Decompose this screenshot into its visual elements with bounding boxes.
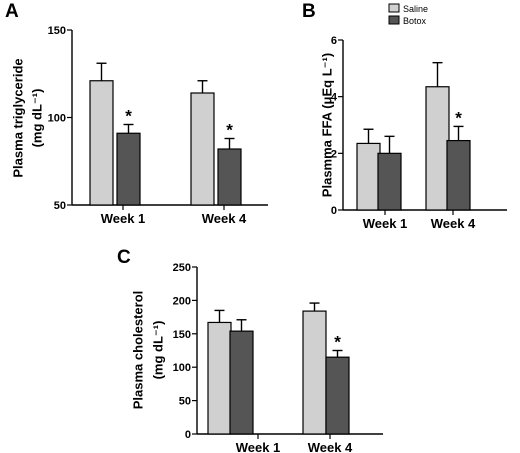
y-tick-label: 200 <box>173 295 191 307</box>
bar-botox-0 <box>377 152 402 211</box>
bar-saline-1 <box>190 92 215 206</box>
panel-letter-B: B <box>302 1 316 22</box>
legend-swatch-botox <box>388 15 400 25</box>
bar-saline-1 <box>425 86 450 211</box>
y-tick-label: 100 <box>173 362 191 374</box>
bar-botox-1 <box>217 148 242 206</box>
y-tick-label: 50 <box>54 200 66 212</box>
bar-botox-0 <box>229 330 254 435</box>
x-tick-label: Week 1 <box>101 211 146 226</box>
x-tick-label: Week 4 <box>431 216 476 231</box>
y-tick-label: 6 <box>331 35 337 47</box>
x-tick-label: Week 1 <box>363 216 408 231</box>
significance-star: * <box>226 121 233 140</box>
y-tick-label: 4 <box>331 92 338 104</box>
legend-label-saline: Saline <box>403 4 428 14</box>
y-axis-label: Plasma triglyceride <box>11 58 26 177</box>
bar-saline-0 <box>207 321 232 435</box>
x-tick-label: Week 4 <box>202 211 247 226</box>
x-tick-label: Week 1 <box>236 440 281 453</box>
bar-saline-1 <box>302 310 327 435</box>
legend-label-botox: Botox <box>403 16 427 26</box>
significance-star: * <box>125 107 132 126</box>
y-tick-label: 0 <box>331 205 337 217</box>
y-tick-label: 150 <box>173 329 191 341</box>
panel-letter-C: C <box>117 247 131 268</box>
y-tick-label: 250 <box>173 262 191 274</box>
y-tick-label: 0 <box>185 429 191 441</box>
bar-saline-0 <box>89 80 114 206</box>
y-tick-label: 2 <box>331 148 337 160</box>
bar-botox-0 <box>116 132 141 206</box>
y-axis-label-units: (mg dL⁻¹) <box>151 321 166 380</box>
y-tick-label: 100 <box>48 113 66 125</box>
panel-letter-A: A <box>5 1 19 22</box>
y-axis-label: Plasmma FFA (μEq L⁻¹) <box>320 53 335 197</box>
legend-swatch-saline <box>388 3 400 13</box>
bar-botox-1 <box>325 356 350 435</box>
y-axis-label-units: (mg dL⁻¹) <box>30 89 45 148</box>
y-tick-label: 150 <box>48 25 66 37</box>
significance-star: * <box>334 333 341 352</box>
y-tick-label: 50 <box>179 396 191 408</box>
x-tick-label: Week 4 <box>308 440 353 453</box>
significance-star: * <box>455 108 462 127</box>
bar-botox-1 <box>446 139 471 211</box>
y-axis-label: Plasma cholesterol <box>131 291 146 410</box>
bar-saline-0 <box>356 142 381 211</box>
